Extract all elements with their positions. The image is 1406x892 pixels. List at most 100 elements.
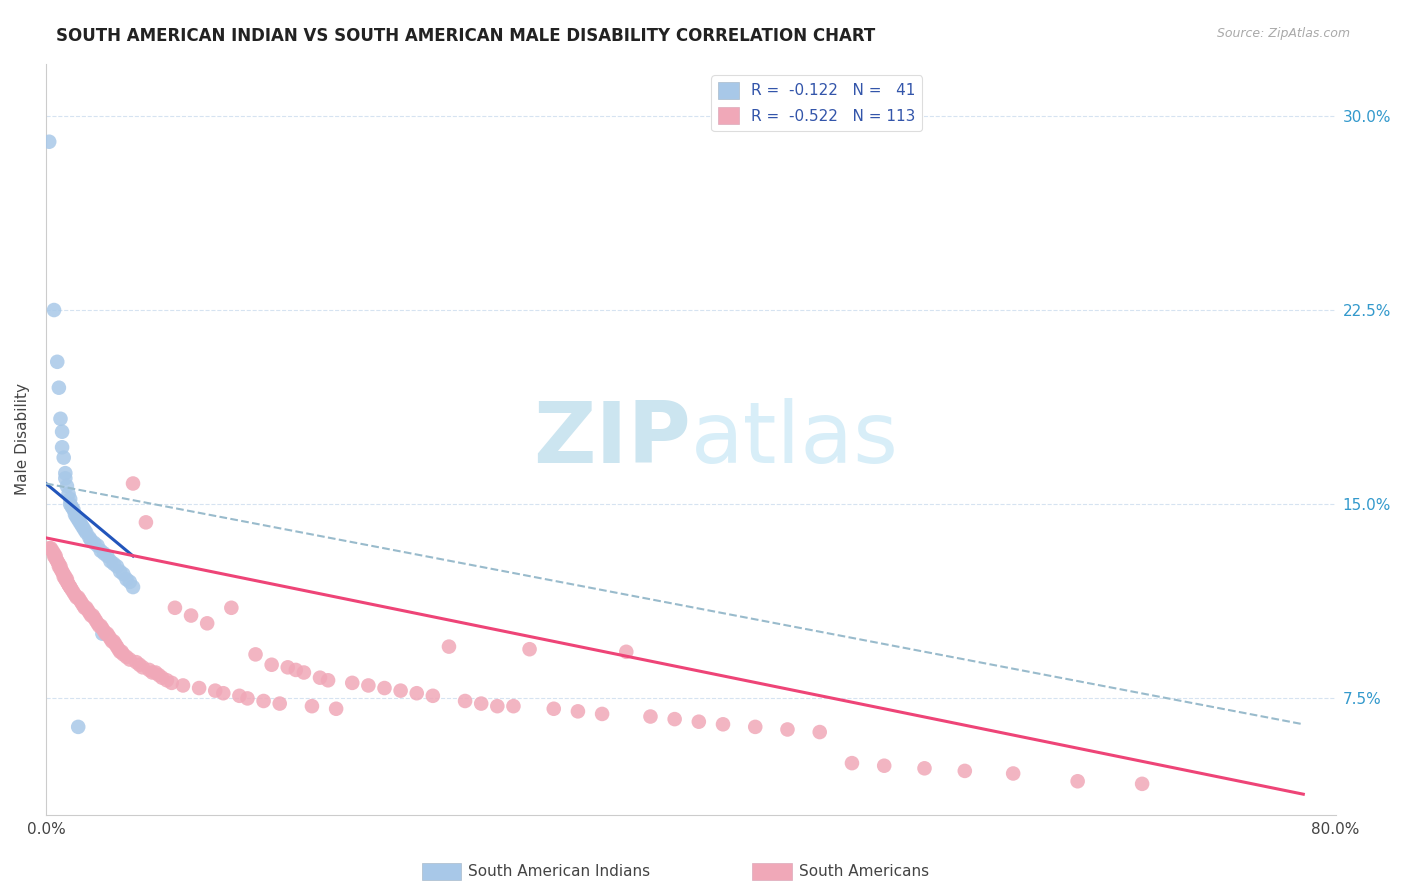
Point <box>97 629 120 643</box>
Point <box>72 520 94 534</box>
Point <box>94 626 117 640</box>
Point <box>45 549 67 563</box>
Point <box>96 626 118 640</box>
Point <box>711 717 734 731</box>
Point <box>156 673 179 688</box>
Point <box>52 450 75 465</box>
Text: South Americans: South Americans <box>799 864 929 879</box>
Point <box>245 648 267 662</box>
Point <box>69 593 91 607</box>
Point <box>212 686 235 700</box>
Point <box>228 689 250 703</box>
Point <box>53 466 76 480</box>
Point <box>104 637 127 651</box>
Point <box>221 600 243 615</box>
Point <box>103 634 125 648</box>
Point <box>80 608 103 623</box>
Point <box>135 516 157 530</box>
Point <box>75 600 97 615</box>
Point <box>49 411 72 425</box>
Point <box>138 663 160 677</box>
Point <box>60 500 83 514</box>
Point <box>145 665 167 680</box>
Point <box>59 491 82 506</box>
Point <box>163 600 186 615</box>
Point <box>437 640 460 654</box>
Point <box>100 632 122 646</box>
Point <box>65 591 87 605</box>
Point <box>51 565 73 579</box>
Point <box>56 574 79 589</box>
Point <box>91 622 114 636</box>
Point <box>260 657 283 672</box>
Point <box>48 557 70 571</box>
Point <box>195 616 218 631</box>
Point <box>93 624 115 638</box>
Point <box>125 655 148 669</box>
Point <box>776 723 799 737</box>
Point <box>56 479 79 493</box>
Point <box>105 640 128 654</box>
Point <box>188 681 211 695</box>
Point <box>93 546 115 560</box>
Point <box>77 603 100 617</box>
Point <box>118 652 141 666</box>
Point <box>58 577 80 591</box>
Point <box>373 681 395 695</box>
Point <box>69 516 91 530</box>
Point <box>1002 766 1025 780</box>
Point <box>79 531 101 545</box>
Point <box>41 544 63 558</box>
Point <box>112 648 135 662</box>
Point <box>73 523 96 537</box>
Point <box>84 614 107 628</box>
Point <box>53 570 76 584</box>
Point <box>316 673 339 688</box>
Point <box>42 546 65 560</box>
Point <box>405 686 427 700</box>
Point <box>100 554 122 568</box>
Point <box>59 580 82 594</box>
Point <box>52 570 75 584</box>
Point <box>502 699 524 714</box>
Point <box>841 756 863 771</box>
Point <box>107 642 129 657</box>
Point <box>52 567 75 582</box>
Point <box>640 709 662 723</box>
Point <box>38 541 60 556</box>
Point <box>80 533 103 548</box>
Point <box>664 712 686 726</box>
Point <box>53 572 76 586</box>
Point <box>180 608 202 623</box>
Point <box>42 549 65 563</box>
Point <box>172 678 194 692</box>
Point <box>48 559 70 574</box>
Point <box>204 683 226 698</box>
Point <box>51 565 73 579</box>
Point <box>519 642 541 657</box>
Point <box>236 691 259 706</box>
Text: ZIP: ZIP <box>533 398 690 481</box>
Point <box>269 697 291 711</box>
Point <box>53 471 76 485</box>
Point <box>51 440 73 454</box>
Point <box>543 702 565 716</box>
Text: SOUTH AMERICAN INDIAN VS SOUTH AMERICAN MALE DISABILITY CORRELATION CHART: SOUTH AMERICAN INDIAN VS SOUTH AMERICAN … <box>56 27 876 45</box>
Point <box>86 616 108 631</box>
Text: Source: ZipAtlas.com: Source: ZipAtlas.com <box>1216 27 1350 40</box>
Point <box>122 476 145 491</box>
Point <box>75 525 97 540</box>
Point <box>277 660 299 674</box>
Point <box>101 634 124 648</box>
Point <box>422 689 444 703</box>
Point <box>1066 774 1088 789</box>
Point <box>65 510 87 524</box>
Point <box>58 487 80 501</box>
Point <box>108 565 131 579</box>
Point <box>38 135 60 149</box>
Point <box>72 598 94 612</box>
Point <box>389 683 412 698</box>
Point <box>45 551 67 566</box>
Point <box>128 657 150 672</box>
Point <box>59 497 82 511</box>
